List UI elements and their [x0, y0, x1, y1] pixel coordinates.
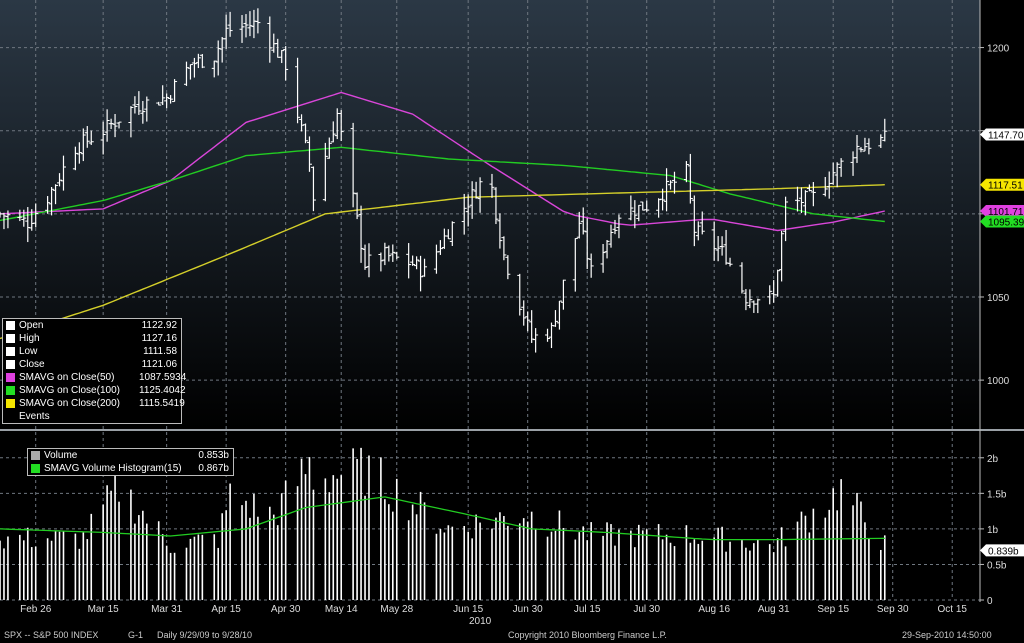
- legend-row: Open 1122.92: [3, 319, 181, 332]
- legend-row: SMAVG on Close(200) 1115.5419: [3, 397, 185, 410]
- date-range-label: Daily 9/29/09 to 9/28/10: [157, 630, 253, 640]
- date-axis-label: May 14: [325, 604, 358, 615]
- price-axis-label: 1200: [987, 44, 1010, 55]
- legend-label: Events: [19, 411, 50, 422]
- volume-last-value-tag: 0.839b: [988, 546, 1019, 557]
- price-last-value-tag: 1117.51: [988, 181, 1023, 192]
- price-last-value-tag-shape: [980, 178, 1024, 191]
- legend-row: SMAVG Volume Histogram(15) 0.867b: [28, 462, 233, 475]
- price-axis-label: 1050: [987, 293, 1010, 304]
- legend-swatch: [6, 373, 15, 382]
- year-label: 2010: [469, 616, 492, 627]
- legend-swatch: [6, 360, 15, 369]
- date-axis-label: Apr 30: [271, 604, 301, 615]
- moving-average-line: [0, 146, 885, 223]
- volume-average-line: [0, 496, 885, 541]
- legend-label: Low: [19, 346, 38, 357]
- volume-axis-label: 1.5b: [987, 489, 1007, 500]
- legend-swatch: [6, 347, 15, 356]
- page-label: G-1: [128, 630, 144, 640]
- price-last-value-tag: 1095.39: [988, 218, 1024, 229]
- legend-value: 1111.58: [143, 346, 177, 357]
- legend-row: SMAVG on Close(100) 1125.4042: [3, 384, 186, 397]
- date-axis-label: Jun 30: [513, 604, 543, 615]
- date-axis-label: Aug 16: [698, 604, 730, 615]
- volume-axis-label: 1b: [987, 525, 999, 536]
- date-axis-label: Jul 30: [633, 604, 660, 615]
- axes: 1000 1050 1200 0 0.5b 1b 1.5b 2b Feb 26 Mar 15 Mar…: [20, 44, 1010, 627]
- legend-value: 1087.5934: [139, 372, 187, 383]
- date-axis-label: Feb 26: [20, 604, 52, 615]
- legend-label: High: [19, 333, 40, 344]
- moving-average-line: [0, 91, 885, 232]
- price-last-value-tag-shape: [980, 128, 1024, 141]
- legend-swatch: [6, 412, 15, 421]
- volume-axis-label: 0.5b: [987, 560, 1007, 571]
- date-axis-label: Mar 15: [88, 604, 120, 615]
- moving-averages: [0, 91, 885, 340]
- price-last-value-tag: 1101.71: [988, 207, 1024, 218]
- date-axis-label: Jun 15: [453, 604, 483, 615]
- legend-value: 0.853b: [198, 450, 229, 461]
- date-axis-label: Oct 15: [937, 604, 967, 615]
- legend-row: Low 1111.58: [3, 345, 181, 358]
- legend-label: Volume: [44, 450, 78, 461]
- legend-swatch: [6, 399, 15, 408]
- date-axis-label: Mar 31: [151, 604, 183, 615]
- copyright-label: Copyright 2010 Bloomberg Finance L.P.: [508, 630, 667, 640]
- legend-value: 1127.16: [141, 333, 177, 344]
- legend-value: 1115.5419: [139, 398, 185, 409]
- date-axis-label: Jul 15: [574, 604, 601, 615]
- legend-label: Close: [19, 359, 45, 370]
- timestamp-label: 29-Sep-2010 14:50:00: [902, 630, 992, 640]
- date-axis-label: Sep 30: [877, 604, 909, 615]
- moving-average-line: [0, 184, 885, 340]
- price-axis-label: 1000: [987, 376, 1010, 387]
- legend-swatch: [6, 334, 15, 343]
- price-bars: [0, 8, 888, 353]
- price-legend: Open 1122.92 High 1127.16 Low 1111.58 Close 112…: [2, 318, 186, 424]
- legend-swatch: [6, 321, 15, 330]
- legend-value: 1121.06: [141, 359, 177, 370]
- legend-label: Open: [19, 320, 44, 331]
- legend-row: Close 1121.06: [3, 358, 181, 371]
- date-axis-label: May 28: [380, 604, 413, 615]
- date-axis-label: Aug 31: [758, 604, 790, 615]
- price-last-value-tag-shape: [980, 215, 1024, 228]
- legend-row: Events: [3, 410, 181, 423]
- legend-value: 0.867b: [198, 463, 229, 474]
- volume-axis-label: 0: [987, 596, 993, 607]
- volume-legend: Volume 0.853b SMAVG Volume Histogram(15) 0.…: [27, 448, 234, 476]
- legend-swatch: [6, 386, 15, 395]
- legend-value: 1125.4042: [139, 385, 186, 396]
- legend-row: High 1127.16: [3, 332, 181, 345]
- volume-last-value-tag-shape: [980, 544, 1024, 557]
- legend-value: 1122.92: [141, 320, 177, 331]
- legend-label: SMAVG Volume Histogram(15): [44, 463, 182, 474]
- date-axis-label: Sep 15: [817, 604, 849, 615]
- security-label: SPX -- S&P 500 INDEX: [4, 630, 99, 640]
- legend-label: SMAVG on Close(100): [19, 385, 120, 396]
- volume-average-line: [0, 496, 885, 541]
- price-last-value-tag-shape: [980, 204, 1024, 217]
- legend-label: SMAVG on Close(200): [19, 398, 120, 409]
- legend-swatch: [31, 451, 40, 460]
- volume-axis-label: 2b: [987, 454, 999, 465]
- date-axis-label: Apr 15: [211, 604, 241, 615]
- price-last-value-tag: 1147.70: [988, 131, 1024, 142]
- legend-label: SMAVG on Close(50): [19, 372, 115, 383]
- legend-row: Volume 0.853b: [28, 449, 233, 462]
- legend-row: SMAVG on Close(50) 1087.5934: [3, 371, 186, 384]
- legend-swatch: [31, 464, 40, 473]
- volume-bars: [0, 447, 886, 600]
